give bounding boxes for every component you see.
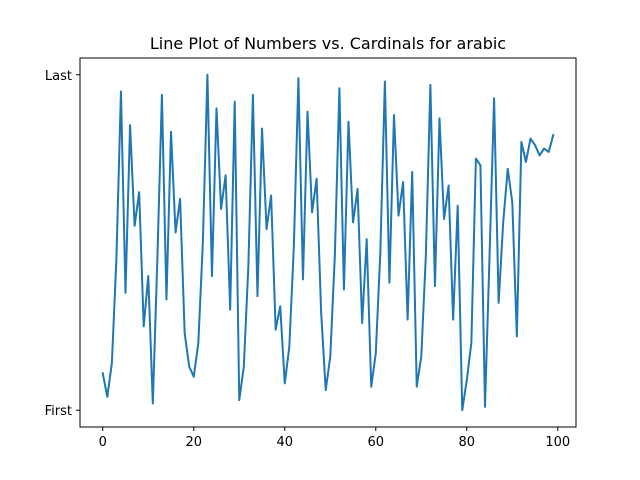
x-axis: 0 20 40 60 80 100 <box>99 427 570 450</box>
y-axis: First Last <box>45 69 80 419</box>
x-tick-label: 80 <box>459 435 476 450</box>
x-tick-label: 100 <box>545 435 570 450</box>
x-tick-label: 40 <box>276 435 293 450</box>
series-line <box>101 73 555 412</box>
plot-frame <box>79 57 577 428</box>
x-tick-label: 20 <box>185 435 202 450</box>
x-tick-label: 0 <box>99 435 107 450</box>
chart-title: Line Plot of Numbers vs. Cardinals for a… <box>150 34 506 53</box>
y-tick-label: First <box>45 404 72 419</box>
x-tick-label: 60 <box>368 435 385 450</box>
y-tick-label: Last <box>45 69 72 84</box>
